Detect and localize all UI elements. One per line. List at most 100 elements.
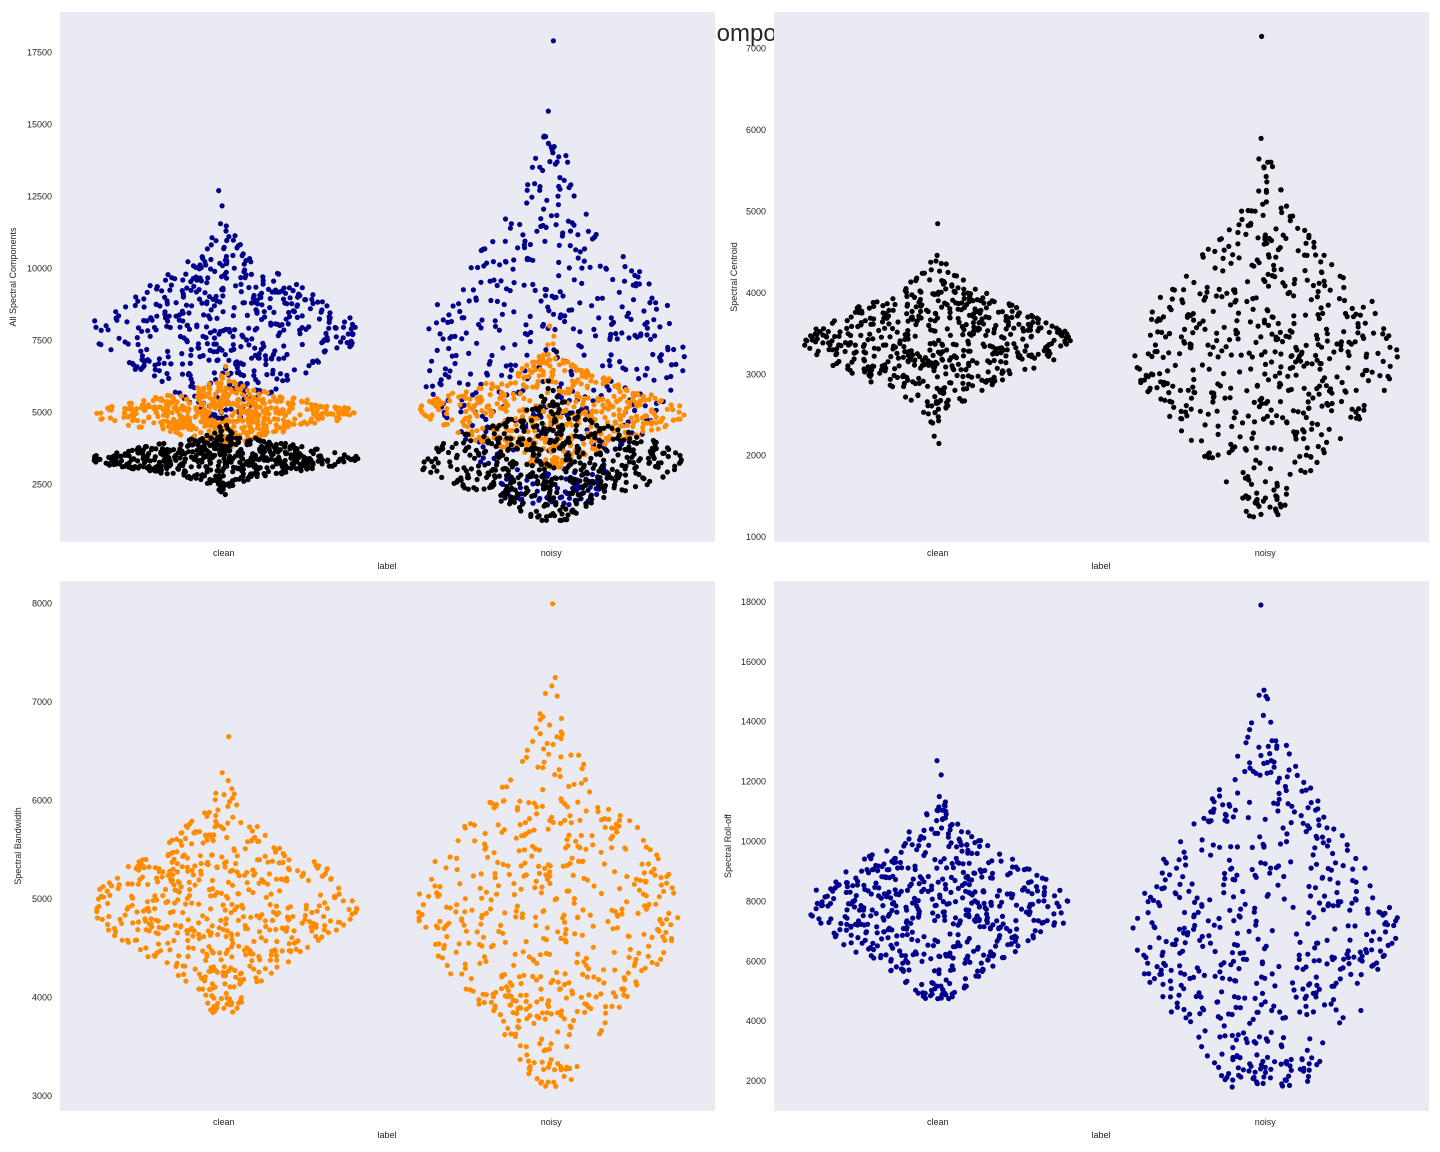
swarm-point-bandwidth-clean (185, 937, 191, 944)
swarm-point-centroid-clean (938, 351, 944, 357)
swarm-point-centroid-clean (253, 435, 259, 441)
swarm-point-centroid-noisy (504, 473, 510, 479)
swarm-point-bandwidth-noisy (541, 358, 547, 364)
swarm-point-rolloff-clean (259, 302, 265, 308)
swarm-point-centroid-clean (908, 397, 914, 403)
swarm-point-bandwidth-clean (254, 913, 260, 919)
swarm-point-centroid-noisy (1187, 341, 1193, 347)
swarm-point-centroid-clean (219, 415, 225, 421)
swarm-point-rolloff-noisy (473, 297, 479, 303)
swarm-point-rolloff-clean (239, 253, 245, 259)
swarm-point-centroid-clean (325, 457, 331, 463)
swarm-point-rolloff-clean (98, 342, 104, 348)
swarm-point-bandwidth-clean (166, 420, 173, 426)
swarm-point-bandwidth-noisy (563, 422, 569, 428)
swarm-point-centroid-clean (925, 411, 931, 417)
swarm-point-rolloff-noisy (630, 282, 636, 288)
swarm-point-rolloff-noisy (427, 368, 433, 374)
swarm-point-rolloff-clean (211, 328, 218, 334)
swarm-point-rolloff-clean (202, 259, 208, 265)
swarm-point-centroid-noisy (501, 421, 507, 427)
swarm-point-bandwidth-clean (285, 959, 291, 965)
swarm-point-centroid-noisy (1303, 342, 1309, 348)
swarm-point-centroid-noisy (1346, 339, 1352, 345)
swarm-point-rolloff-clean (327, 310, 333, 316)
swarm-point-centroid-noisy (554, 489, 560, 496)
swarm-point-bandwidth-clean (231, 848, 237, 854)
swarm-point-centroid-clean (293, 451, 299, 457)
swarm-point-centroid-noisy (1247, 319, 1253, 325)
swarm-point-rolloff-clean (105, 327, 111, 333)
swarm-point-centroid-clean (856, 304, 862, 310)
swarm-point-centroid-noisy (641, 476, 647, 482)
swarm-point-centroid-noisy (603, 447, 609, 453)
swarm-point-centroid-clean (197, 448, 203, 455)
swarm-point-centroid-noisy (1231, 415, 1237, 421)
swarm-point-bandwidth-clean (100, 894, 107, 900)
swarm-point-centroid-clean (1019, 356, 1025, 362)
swarm-point-centroid-clean (812, 331, 818, 337)
swarm-point-bandwidth-noisy (547, 357, 553, 363)
swarm-point-centroid-clean (237, 459, 243, 465)
swarm-point-centroid-noisy (1228, 352, 1234, 358)
swarm-point-bandwidth-clean (223, 363, 229, 369)
swarm-point-bandwidth-noisy (545, 342, 551, 348)
swarm-point-centroid-noisy (1324, 400, 1330, 407)
swarm-point-bandwidth-noisy (564, 837, 570, 843)
swarm-point-bandwidth-noisy (655, 426, 661, 432)
swarm-point-bandwidth-clean (337, 919, 343, 926)
swarm-point-rolloff-clean (208, 242, 214, 248)
swarm-point-bandwidth-clean (116, 882, 122, 888)
swarm-point-bandwidth-noisy (599, 397, 605, 403)
swarm-point-centroid-noisy (638, 439, 644, 445)
swarm-point-bandwidth-clean (219, 770, 225, 776)
swarm-point-centroid-noisy (508, 416, 514, 422)
swarm-point-rolloff-noisy (668, 373, 674, 380)
swarm-point-bandwidth-clean (319, 415, 325, 421)
swarm-point-centroid-noisy (1196, 321, 1203, 327)
swarm-point-bandwidth-noisy (544, 925, 550, 931)
swarm-point-centroid-noisy (1154, 348, 1160, 355)
swarm-point-centroid-clean (931, 433, 937, 439)
swarm-point-centroid-noisy (1188, 406, 1194, 412)
swarm-point-centroid-noisy (566, 452, 572, 458)
swarm-point-centroid-noisy (1290, 364, 1296, 370)
swarm-point-bandwidth-clean (203, 992, 209, 998)
swarm-point-bandwidth-noisy (523, 992, 529, 998)
swarm-point-bandwidth-clean (267, 902, 273, 908)
swarm-point-centroid-clean (916, 313, 922, 319)
swarm-point-centroid-clean (900, 354, 906, 360)
swarm-point-bandwidth-clean (234, 802, 240, 808)
swarm-point-centroid-noisy (1341, 284, 1347, 291)
swarm-point-rolloff-noisy (657, 324, 663, 330)
swarm-point-rolloff-noisy (542, 293, 549, 299)
swarm-point-rolloff-noisy (614, 336, 620, 342)
swarm-point-centroid-clean (861, 349, 867, 355)
swarm-point-bandwidth-noisy (541, 352, 547, 358)
swarm-point-centroid-noisy (1238, 352, 1244, 358)
swarm-point-rolloff-noisy (530, 281, 536, 288)
swarm-point-centroid-noisy (1315, 289, 1321, 295)
swarm-point-centroid-noisy (652, 441, 658, 447)
swarm-point-bandwidth-noisy (556, 362, 563, 368)
swarm-point-centroid-noisy (1204, 284, 1210, 290)
swarm-point-centroid-clean (928, 267, 934, 273)
swarm-point-centroid-noisy (1220, 268, 1226, 274)
swarm-point-centroid-clean (149, 445, 155, 451)
swarm-point-bandwidth-clean (158, 419, 164, 425)
swarm-point-bandwidth-noisy (517, 1043, 523, 1049)
swarm-point-bandwidth-noisy (530, 359, 536, 365)
swarm-point-centroid-clean (836, 333, 842, 339)
swarm-point-bandwidth-clean (317, 892, 324, 898)
swarm-point-centroid-clean (958, 367, 964, 373)
swarm-point-rolloff-noisy (499, 311, 505, 317)
swarm-point-centroid-noisy (552, 439, 558, 445)
swarm-point-centroid-clean (97, 456, 103, 462)
swarm-point-rolloff-clean (333, 334, 339, 340)
swarm-point-centroid-noisy (529, 463, 535, 469)
swarm-point-centroid-noisy (1341, 329, 1347, 335)
swarm-point-bandwidth-clean (259, 399, 265, 405)
swarm-point-centroid-clean (1016, 321, 1022, 327)
swarm-point-centroid-noisy (1271, 262, 1277, 268)
swarm-point-bandwidth-noisy (621, 393, 627, 399)
